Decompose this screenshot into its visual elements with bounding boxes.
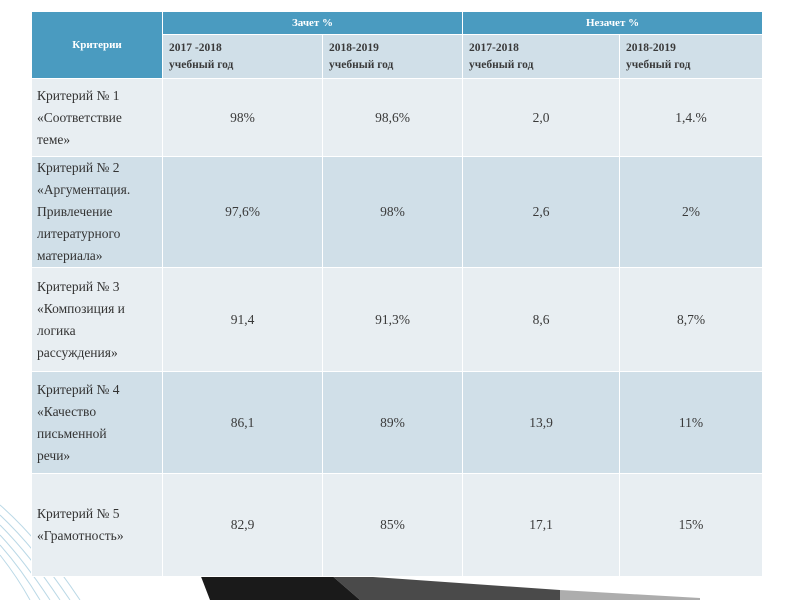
year-header: 2018-2019 учебный год [321,34,464,79]
criterion-line: Привлечение [37,204,113,219]
criterion-cell: Критерий № 1 «Соответствие теме» [31,78,163,157]
criterion-line: «Грамотность» [37,528,124,543]
year-sub-label: учебный год [329,58,394,71]
criterion-line: Критерий № 3 [37,278,120,294]
criteria-header: Критерии [31,11,163,79]
value-cell: 91,4 [162,267,323,372]
value-cell: 91,3% [321,267,464,372]
criterion-line: логика [37,322,76,338]
year-label: 2017 -2018 [169,41,222,54]
criterion-cell: Критерий № 5 «Грамотность» [31,473,163,577]
year-header: 2017-2018 учебный год [462,34,621,79]
value-cell: 8,7% [619,267,764,372]
value-cell: 11% [619,371,764,474]
table-row: Критерий № 5 «Грамотность» 82,9 85% 17,1… [31,473,764,577]
value-cell: 89% [321,371,464,474]
year-sub-label: учебный год [469,58,534,71]
results-table: Критерии Зачет % Незачет % 2017 -2018 уч… [31,11,764,577]
criterion-line: Критерий № 2 [37,160,120,175]
criterion-line: литературного [37,226,121,241]
criterion-line: «Композиция и [37,300,125,316]
value-cell: 98% [162,78,323,157]
value-cell: 2,0 [462,78,621,157]
criterion-cell: Критерий № 2 «Аргументация. Привлечение … [31,156,163,268]
table-row: Критерий № 3 «Композиция и логика рассуж… [31,267,764,372]
criterion-line: Критерий № 5 [37,506,120,521]
criterion-line: рассуждения» [37,344,118,360]
value-cell: 13,9 [462,371,621,474]
value-cell: 82,9 [162,473,323,577]
year-label: 2018-2019 [626,41,676,54]
year-header: 2018-2019 учебный год [619,34,764,79]
value-cell: 17,1 [462,473,621,577]
value-cell: 97,6% [162,156,323,268]
value-cell: 86,1 [162,371,323,474]
value-cell: 98% [321,156,464,268]
value-cell: 2,6 [462,156,621,268]
value-cell: 8,6 [462,267,621,372]
criterion-cell: Критерий № 4 «Качество письменной речи» [31,371,163,474]
value-cell: 15% [619,473,764,577]
year-sub-label: учебный год [626,58,691,71]
criterion-line: речи» [37,447,71,463]
value-cell: 85% [321,473,464,577]
criterion-line: материала» [37,248,103,263]
pass-header: Зачет % [161,11,464,35]
criterion-line: «Аргументация. [37,182,131,197]
criterion-cell: Критерий № 3 «Композиция и логика рассуж… [31,267,163,372]
criterion-line: письменной [37,425,107,441]
criterion-line: Критерий № 4 [37,381,120,397]
value-cell: 98,6% [321,78,464,157]
criterion-line: теме» [37,131,71,147]
year-sub-label: учебный год [169,58,234,71]
table-row: Критерий № 2 «Аргументация. Привлечение … [31,156,764,268]
value-cell: 2% [619,156,764,268]
year-label: 2017-2018 [469,41,519,54]
value-cell: 1,4.% [619,78,764,157]
criterion-line: «Соответствие [37,109,122,125]
criterion-line: «Качество [37,403,97,419]
criterion-line: Критерий № 1 [37,87,120,103]
table-row: Критерий № 1 «Соответствие теме» 98% 98,… [31,78,764,157]
year-label: 2018-2019 [329,41,379,54]
year-header: 2017 -2018 учебный год [162,34,323,79]
table-row: Критерий № 4 «Качество письменной речи» … [31,371,764,474]
fail-header: Незачет % [462,11,764,35]
